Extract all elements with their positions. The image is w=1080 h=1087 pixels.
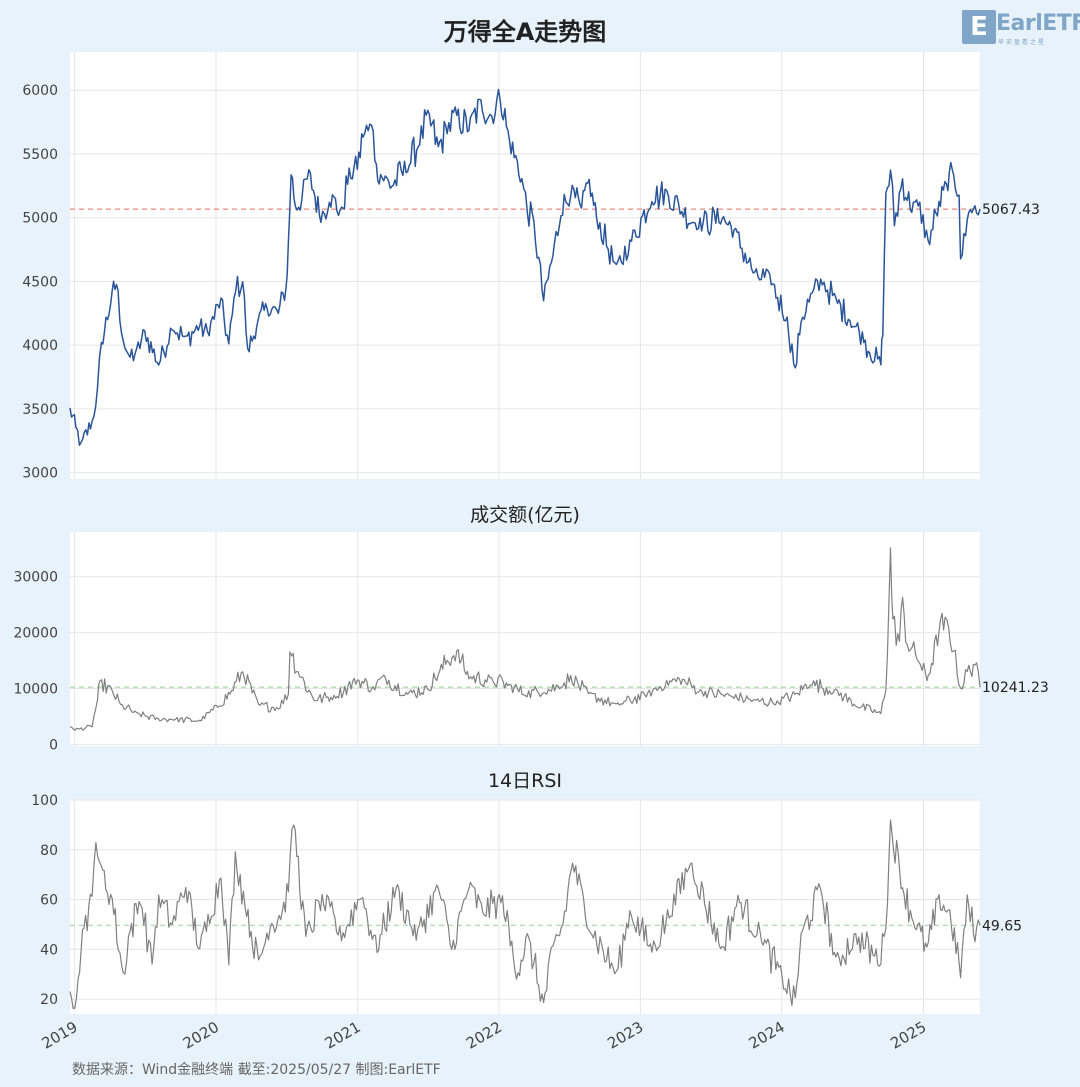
price-ytick-label: 3000: [22, 466, 58, 482]
xtick-label: 2019: [39, 1018, 81, 1053]
rsi-series-line: [69, 819, 981, 1009]
price-series-line: [69, 88, 981, 446]
rsi-plot-area: [70, 800, 980, 1014]
price-ytick-label: 5000: [22, 211, 58, 227]
price-reference-label: 5067.43: [982, 202, 1040, 218]
volume-reference-label: 10241.23: [982, 680, 1049, 696]
xtick-label: 2023: [604, 1018, 646, 1053]
xtick-label: 2020: [180, 1018, 222, 1053]
price-ytick-label: 4500: [22, 274, 58, 290]
volume-ytick-label: 20000: [13, 626, 58, 642]
price-ytick-label: 4000: [22, 338, 58, 354]
volume-ytick-label: 30000: [13, 570, 58, 586]
volume-ytick-label: 0: [49, 737, 58, 753]
source-footer: 数据来源：Wind金融终端 截至:2025/05/27 制图:EarlETF: [72, 1062, 441, 1078]
volume-ytick-label: 10000: [13, 681, 58, 697]
rsi-panel: 20 40 60 80 100 49.65: [31, 793, 1022, 1014]
xtick-label: 2022: [463, 1018, 505, 1053]
volume-panel: 0 10000 20000 30000 10241.23: [13, 532, 1049, 753]
rsi-ytick-label: 80: [40, 843, 58, 859]
price-plot-area: [70, 52, 980, 479]
rsi-ytick-label: 40: [40, 942, 58, 958]
volume-series-line: [69, 547, 981, 731]
rsi-ytick-label: 20: [40, 992, 58, 1008]
rsi-ytick-label: 60: [40, 893, 58, 909]
earletf-logo: E EarlETF 早安盈看之星: [962, 10, 1080, 46]
logo-mark-icon: E: [962, 10, 996, 44]
xtick-label: 2025: [887, 1018, 929, 1053]
logo-tagline: 早安盈看之星: [998, 39, 1047, 46]
rsi-reference-label: 49.65: [982, 918, 1022, 934]
volume-chart-title: 成交额(亿元): [470, 504, 580, 526]
volume-plot-area: [70, 532, 980, 746]
price-panel: 3000 3500 4000 4500 5000 5500 6000 5067.43: [22, 52, 1040, 482]
rsi-chart-title: 14日RSI: [487, 770, 563, 792]
price-ytick-label: 3500: [22, 402, 58, 418]
price-ytick-label: 5500: [22, 147, 58, 163]
xtick-label: 2024: [746, 1018, 788, 1053]
chart-title: 万得全A走势图: [443, 18, 607, 46]
price-ytick-label: 6000: [22, 83, 58, 99]
xtick-label: 2021: [322, 1018, 364, 1053]
logo-text: EarlETF: [996, 11, 1080, 36]
rsi-ytick-label: 100: [31, 793, 58, 809]
